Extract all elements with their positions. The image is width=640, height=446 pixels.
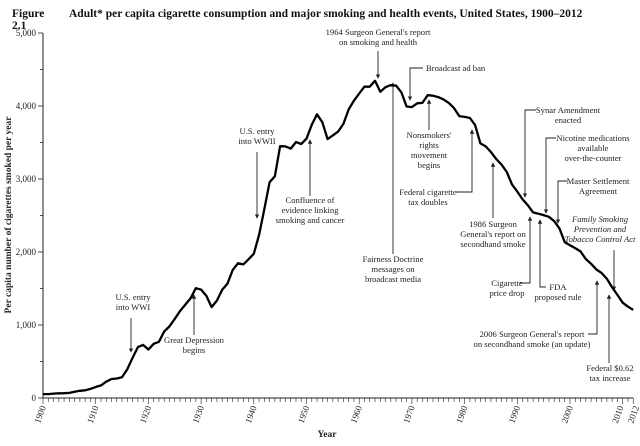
x-tick-label: 1910	[85, 404, 101, 425]
annotation-arrow	[537, 219, 546, 288]
annotation-arrow	[520, 216, 533, 284]
annotation-text: price drop	[489, 288, 524, 298]
annotation-text: into WWI	[116, 302, 151, 312]
x-tick-label: 2012	[626, 404, 640, 424]
annotation-arrow	[588, 280, 600, 335]
y-tick-label: 2,000	[16, 247, 37, 257]
annotation-arrow	[407, 67, 423, 101]
y-tick-label: 4,000	[16, 101, 37, 111]
annotation-text: Synar Amendment	[536, 105, 601, 115]
annotation-text: Family Smoking	[571, 214, 629, 224]
annotation-text: Prevention and	[573, 224, 627, 234]
annotation-text: U.S. entry	[115, 292, 151, 302]
annotation-text: evidence linking	[281, 205, 339, 215]
annotation-text: Fairness Doctrine	[363, 254, 424, 264]
annotation-text: available	[577, 143, 608, 153]
annotation-text: Tobacco Control Act	[565, 234, 636, 244]
y-tick-label: 5,000	[16, 28, 37, 38]
annotation-text: into WWII	[238, 136, 275, 146]
y-tick-label: 0	[32, 393, 37, 403]
annotation-text: Master Settlement	[567, 176, 630, 186]
annotation-text: Broadcast ad ban	[426, 63, 486, 73]
annotation-text: Great Depression	[164, 335, 225, 345]
consumption-line	[43, 79, 634, 396]
annotation-text: FDA	[549, 282, 567, 292]
annotation-text: enacted	[555, 115, 582, 125]
annotation-text: 2006 Surgeon General's report	[480, 329, 585, 339]
y-tick-label: 3,000	[16, 174, 37, 184]
annotation-text: begins	[418, 160, 441, 170]
x-tick-label: 1950	[296, 404, 312, 425]
annotation-text: Agreement	[579, 186, 618, 196]
x-tick-label: 1930	[190, 404, 206, 425]
annotation-text: Federal $0.62	[586, 363, 633, 373]
annotation-text: Nicotine medications	[556, 133, 630, 143]
annotation-text: Nonsmokers'	[407, 130, 452, 140]
x-tick-label: 1900	[32, 404, 48, 425]
annotation-text: on secondhand smoke (an update)	[474, 339, 591, 349]
x-tick-label: 1990	[507, 404, 523, 425]
annotation-text: Confluence of	[286, 195, 335, 205]
annotation-arrow	[543, 137, 556, 214]
x-tick-label: 1940	[243, 404, 259, 425]
annotation-text: on smoking and health	[339, 37, 418, 47]
annotation-text: smoking and cancer	[276, 215, 345, 225]
x-tick-label: 2000	[559, 404, 575, 425]
annotation-text: rights	[419, 140, 439, 150]
x-tick-label: 1970	[401, 404, 417, 425]
annotation-arrow	[555, 180, 567, 224]
x-tick-label: 1920	[138, 404, 154, 425]
annotation-text: secondhand smoke	[460, 239, 525, 249]
annotation-text: U.S. entry	[239, 126, 275, 136]
annotation-arrow	[456, 129, 475, 193]
y-tick-label: 1,000	[16, 320, 37, 330]
annotation-text: over-the-counter	[564, 153, 621, 163]
annotation-text: proposed rule	[534, 292, 581, 302]
figure-number: Figure 2.1	[12, 8, 45, 32]
annotation-text: General's report on	[460, 229, 526, 239]
annotation-text: Cigarette	[491, 278, 523, 288]
annotation-text: begins	[183, 345, 206, 355]
annotation: Nicotine medicationsavailableover-the-co…	[543, 133, 630, 214]
annotation-text: Federal cigarette	[399, 187, 457, 197]
annotation-text: 1986 Surgeon	[469, 219, 518, 229]
annotation-text: broadcast media	[365, 274, 421, 284]
figure-title: Adult* per capita cigarette consumption …	[69, 8, 583, 20]
annotation-text: messages on	[371, 264, 415, 274]
x-tick-label: 2010	[610, 404, 626, 425]
annotation-text: 1964 Surgeon General's report	[326, 27, 431, 37]
x-tick-label: 1980	[454, 404, 470, 425]
annotation-text: tax increase	[590, 373, 631, 383]
annotation-text: tax doubles	[408, 197, 448, 207]
annotation-arrow	[522, 109, 536, 198]
x-axis-label: Year	[318, 430, 338, 440]
annotation-text: movement	[411, 150, 448, 160]
annotation: Broadcast ad ban	[407, 63, 486, 101]
x-tick-label: 1960	[349, 404, 365, 425]
y-axis-label: Per capita number of cigarettes smoked p…	[4, 116, 14, 314]
